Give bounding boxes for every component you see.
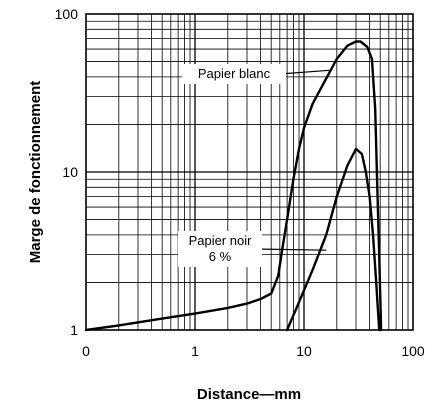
- y-tick-label: 100: [55, 6, 79, 22]
- x-axis-title: Distance—mm: [197, 386, 301, 403]
- x-tick-label: 10: [296, 343, 312, 359]
- annotation: Papier blanc: [182, 64, 330, 84]
- annotation-box: [178, 231, 262, 267]
- annotation-label: 6 %: [209, 249, 232, 264]
- series-layer: [84, 40, 383, 332]
- series-line: [84, 40, 383, 332]
- y-tick-label: 1: [70, 322, 78, 338]
- y-axis-title: Marge de fonctionnement: [27, 81, 44, 264]
- annotation-label: Papier noir: [189, 233, 253, 248]
- grid: [86, 14, 413, 330]
- x-tick-label: 1: [191, 343, 199, 359]
- annotation-leader: [255, 248, 327, 251]
- annotation-leader: [279, 69, 330, 75]
- series-line: [285, 147, 381, 332]
- y-tick-label: 10: [62, 164, 78, 180]
- annotation-box: [182, 64, 286, 84]
- x-tick-label: 0: [82, 343, 90, 359]
- x-tick-label: 100: [401, 343, 425, 359]
- plot-frame: [85, 13, 414, 331]
- annotation-label: Papier blanc: [198, 66, 271, 81]
